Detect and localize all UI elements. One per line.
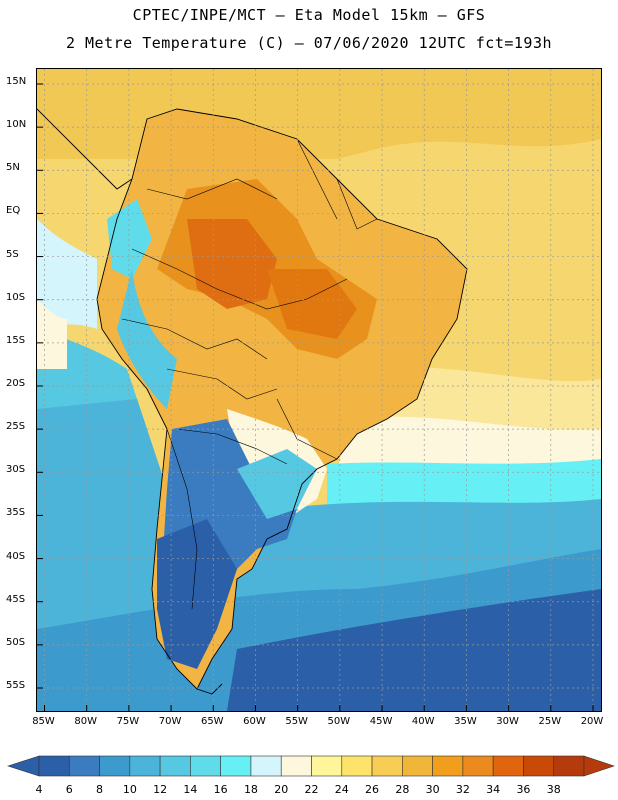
latitude-label: 15S xyxy=(6,334,26,346)
longitude-label: 20W xyxy=(580,716,604,727)
longitude-label: 55W xyxy=(285,716,308,727)
colorbar-tick-label: 28 xyxy=(395,783,410,796)
latitude-label: 50S xyxy=(6,636,26,648)
map-graticule xyxy=(37,69,601,711)
colorbar-tick-label: 4 xyxy=(35,783,43,796)
colorbar-tick-label: 14 xyxy=(183,783,198,796)
longitude-label: 30W xyxy=(496,716,519,727)
colorbar-tick-label: 32 xyxy=(455,783,470,796)
colorbar-tick-label: 18 xyxy=(243,783,258,796)
colorbar-tick-label: 34 xyxy=(486,783,501,796)
colorbar-tick-label: 6 xyxy=(65,783,73,796)
colorbar-swatch xyxy=(371,755,403,777)
longitude-label: 65W xyxy=(200,716,224,727)
colorbar-swatch xyxy=(99,755,131,777)
latitude-label: 5S xyxy=(6,248,19,260)
latitude-label: EQ xyxy=(6,205,21,217)
longitude-label: 80W xyxy=(74,716,97,727)
latitude-label: 55S xyxy=(6,680,26,691)
temperature-map xyxy=(36,68,602,712)
colorbar-tick-label: 22 xyxy=(304,783,319,796)
colorbar-tick-label: 36 xyxy=(516,783,531,796)
colorbar-high-arrow xyxy=(583,755,615,777)
colorbar-swatch xyxy=(38,755,70,777)
colorbar-swatch xyxy=(280,755,312,777)
latitude-label: 25S xyxy=(6,421,26,433)
colorbar-swatch xyxy=(311,755,343,777)
colorbar-swatch xyxy=(129,755,161,777)
map-title: CPTEC/INPE/MCT – Eta Model 15km – GFS xyxy=(132,6,486,24)
colorbar-swatch xyxy=(492,755,524,777)
colorbar-swatch xyxy=(553,755,585,777)
longitude-label: 70W xyxy=(158,716,182,727)
longitude-label: 75W xyxy=(116,716,140,727)
colorbar-swatch xyxy=(68,755,100,777)
temperature-colorbar xyxy=(7,755,615,777)
colorbar-tick-label: 10 xyxy=(122,783,137,796)
colorbar-tick-label: 38 xyxy=(546,783,561,796)
colorbar-swatch xyxy=(250,755,282,777)
latitude-label: 20S xyxy=(6,378,26,389)
latitude-label: 45S xyxy=(6,593,26,605)
latitude-label: 35S xyxy=(6,507,26,519)
latitude-label: 10N xyxy=(6,119,27,131)
longitude-label: 60W xyxy=(243,716,266,727)
longitude-label: 40W xyxy=(411,716,435,727)
colorbar-tick-label: 8 xyxy=(96,783,104,796)
country-borders xyxy=(121,138,378,610)
colorbar-swatch xyxy=(190,755,221,777)
latitude-label: 15N xyxy=(6,76,27,87)
colorbar-swatch xyxy=(159,755,191,777)
colorbar-swatch xyxy=(462,755,494,777)
longitude-label: 45W xyxy=(369,716,393,727)
colorbar-low-arrow xyxy=(7,755,40,777)
latitude-label: 40S xyxy=(6,550,26,562)
colorbar-swatch xyxy=(341,755,373,777)
latitude-label: 30S xyxy=(6,464,26,476)
coastline-outlines xyxy=(37,108,468,695)
colorbar-tick-label: 20 xyxy=(274,783,289,796)
longitude-label: 85W xyxy=(32,716,55,727)
colorbar-swatches xyxy=(7,755,615,777)
land-temperature-field xyxy=(97,109,467,689)
latitude-label: 5N xyxy=(6,162,20,174)
colorbar-tick-label: 30 xyxy=(425,783,440,796)
colorbar-tick-label: 16 xyxy=(213,783,228,796)
temperature-map-canvas xyxy=(37,69,601,711)
colorbar-swatch xyxy=(220,755,252,777)
longitude-label: 50W xyxy=(327,716,351,727)
latitude-label: 10S xyxy=(6,291,26,303)
colorbar-tick-label: 26 xyxy=(365,783,380,796)
longitude-label: 35W xyxy=(454,716,477,727)
colorbar-swatch xyxy=(432,755,464,777)
colorbar-swatch xyxy=(523,755,555,777)
longitude-label: 25W xyxy=(538,716,562,727)
colorbar-swatch xyxy=(402,755,433,777)
colorbar-tick-label: 12 xyxy=(153,783,168,796)
map-subtitle: 2 Metre Temperature (C) – 07/06/2020 12U… xyxy=(65,34,553,52)
colorbar-tick-label: 24 xyxy=(334,783,349,796)
